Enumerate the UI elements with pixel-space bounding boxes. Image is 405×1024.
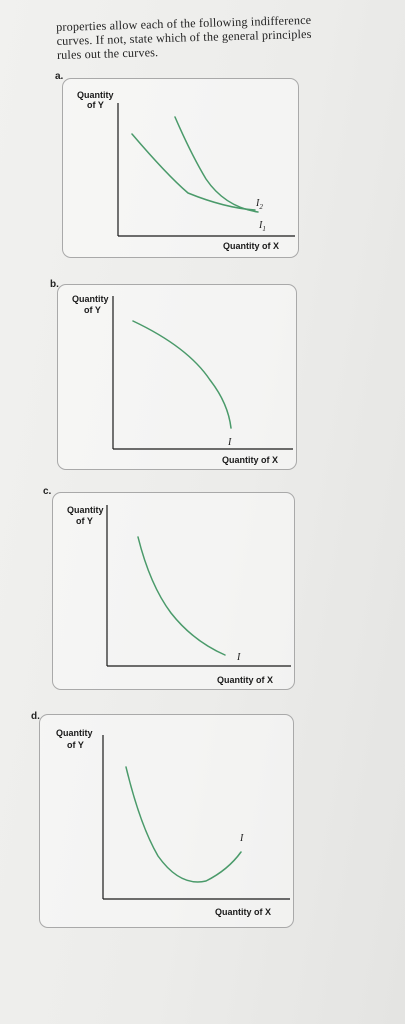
graph-a-y-label-1: Quantity: [77, 90, 114, 100]
graph-b: Quantity of Y I Quantity of X: [72, 294, 293, 465]
curve-d: [125, 766, 242, 883]
curve-label-d: I: [239, 833, 244, 844]
curve-label-i1-subscript: 1: [262, 225, 266, 233]
curve-i2: [174, 116, 259, 213]
graph-d-y-label-1: Quantity: [56, 728, 93, 738]
curve-c: [137, 536, 226, 656]
curve-label-i1-main: I: [258, 220, 263, 231]
graph-d-x-label: Quantity of X: [215, 907, 271, 917]
panel-b-label: b.: [50, 279, 59, 290]
panel-c: Quantity of Y I Quantity of X: [52, 492, 295, 690]
graph-a: Quantity of Y I2 I1 Quantity of X: [77, 90, 295, 251]
panel-d-label: d.: [31, 711, 40, 722]
graph-b-y-label-1: Quantity: [72, 294, 109, 304]
curve-i1: [131, 133, 256, 211]
graph-d-y-label-2: of Y: [67, 740, 84, 750]
graph-c-y-label-1: Quantity: [67, 505, 104, 515]
curve-label-i2-subscript: 2: [259, 203, 263, 211]
panel-a-label: a.: [55, 71, 64, 82]
graph-b-y-label-2: of Y: [84, 305, 101, 315]
graph-a-x-label: Quantity of X: [223, 241, 279, 251]
curve-label-i2: I2: [255, 198, 263, 211]
graph-b-x-label: Quantity of X: [222, 455, 278, 465]
graph-c-x-label: Quantity of X: [217, 675, 273, 685]
curve-label-b: I: [227, 437, 232, 448]
curve-label-c: I: [236, 652, 241, 663]
graph-d: Quantity of Y I Quantity of X: [56, 728, 290, 917]
curve-label-i1: I1: [258, 220, 266, 233]
graph-a-y-label-2: of Y: [87, 100, 104, 110]
graph-c: Quantity of Y I Quantity of X: [67, 505, 291, 685]
panel-d: Quantity of Y I Quantity of X: [39, 714, 294, 928]
curve-label-i2-main: I: [255, 198, 260, 209]
intro-text: properties allow each of the following i…: [56, 11, 387, 62]
panel-b: Quantity of Y I Quantity of X: [57, 284, 297, 470]
curve-b: [132, 320, 232, 429]
panel-a: Quantity of Y I2 I1 Quantity of X: [62, 78, 299, 258]
panel-c-label: c.: [43, 486, 52, 497]
graph-c-y-label-2: of Y: [76, 516, 93, 526]
